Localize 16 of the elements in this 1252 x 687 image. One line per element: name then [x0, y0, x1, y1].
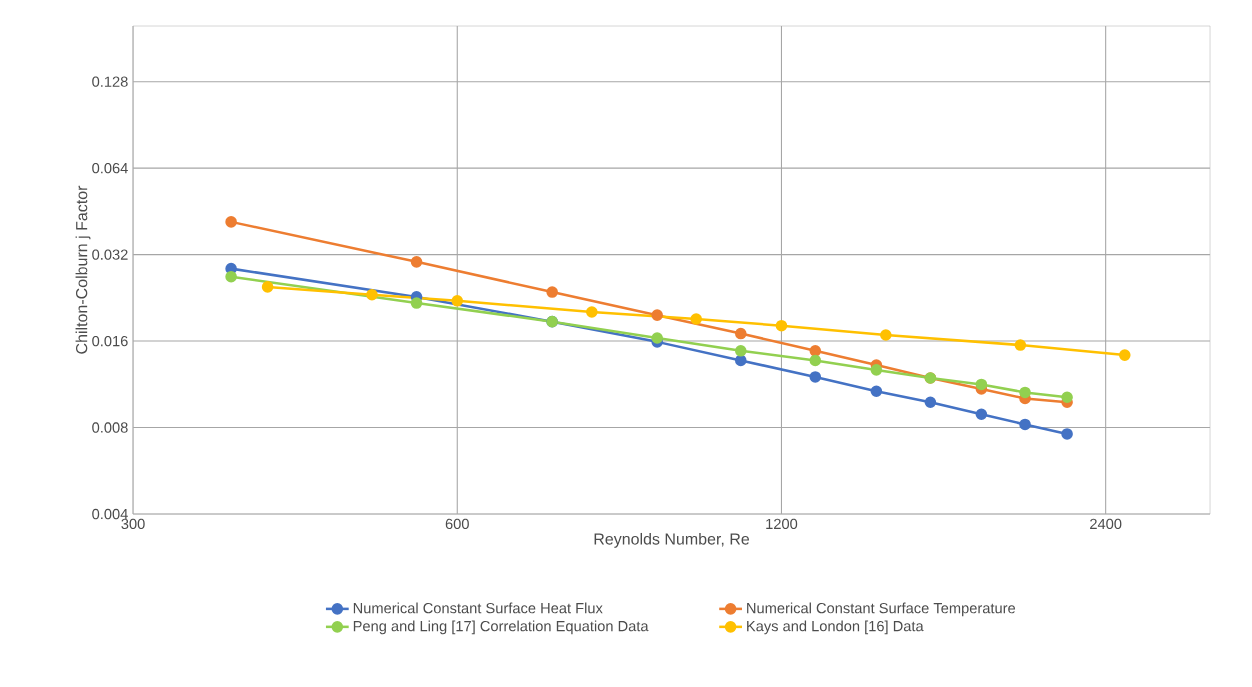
x-tick-label: 1200	[766, 518, 798, 530]
y-tick-label: 0.008	[92, 422, 128, 433]
y-axis-title: Chilton-Colburn j Factor	[75, 185, 91, 354]
legend-label: Kays and London [16] Data	[747, 620, 924, 635]
y-tick-label: 0.004	[92, 508, 128, 520]
y-tick-label: 0.032	[92, 249, 128, 260]
x-axis-title: Reynolds Number, Re	[594, 532, 750, 548]
x-tick-label: 600	[445, 518, 469, 530]
legend-label: Numerical Constant Surface Heat Flux	[353, 602, 603, 614]
y-tick-label: 0.016	[92, 335, 128, 347]
legend-label: Numerical Constant Surface Temperature	[747, 602, 1016, 617]
y-tick-label: 0.128	[92, 76, 128, 87]
x-tick-label: 300	[121, 518, 145, 530]
legend-label: Peng and Ling [17] Correlation Equation Data	[353, 620, 649, 635]
y-tick-label: 0.064	[92, 162, 128, 174]
x-tick-label: 2400	[1090, 518, 1122, 530]
